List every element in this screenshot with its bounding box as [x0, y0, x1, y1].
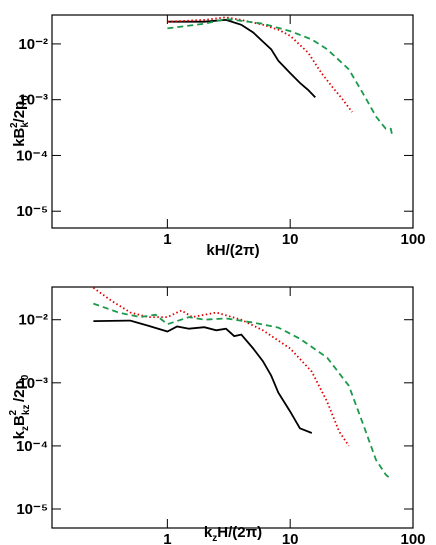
x-tick-label: 1 — [163, 231, 171, 248]
y-axis-label: kzBkz2/2p0 — [8, 374, 32, 439]
series-line — [167, 18, 316, 99]
series-line — [167, 18, 394, 137]
y-tick-label: 10⁻⁴ — [16, 438, 48, 455]
series-line — [93, 319, 313, 434]
series-line — [93, 302, 392, 480]
y-tick-label: 10⁻² — [18, 312, 48, 329]
x-tick-label: 10 — [282, 531, 299, 545]
plot-frame — [51, 14, 414, 229]
series-line — [92, 287, 350, 447]
x-tick-label: 1 — [163, 531, 171, 545]
y-axis-label: kBk2/2p0 — [9, 95, 31, 147]
x-axis-label: kH/(2π) — [206, 242, 259, 259]
y-tick-label: 10⁻⁵ — [16, 501, 48, 518]
x-tick-label: 100 — [400, 231, 425, 248]
y-tick-label: 10⁻⁴ — [16, 147, 48, 164]
plot-frame — [51, 286, 414, 529]
y-tick-label: 10⁻³ — [18, 375, 48, 392]
x-axis-label: kzH/(2π) — [204, 524, 262, 544]
y-tick-label: 10⁻³ — [18, 92, 48, 109]
x-tick-label: 100 — [400, 531, 425, 545]
y-tick-label: 10⁻² — [18, 36, 48, 53]
series-line — [167, 16, 353, 113]
y-tick-label: 10⁻⁵ — [16, 203, 48, 220]
x-tick-label: 10 — [282, 231, 299, 248]
